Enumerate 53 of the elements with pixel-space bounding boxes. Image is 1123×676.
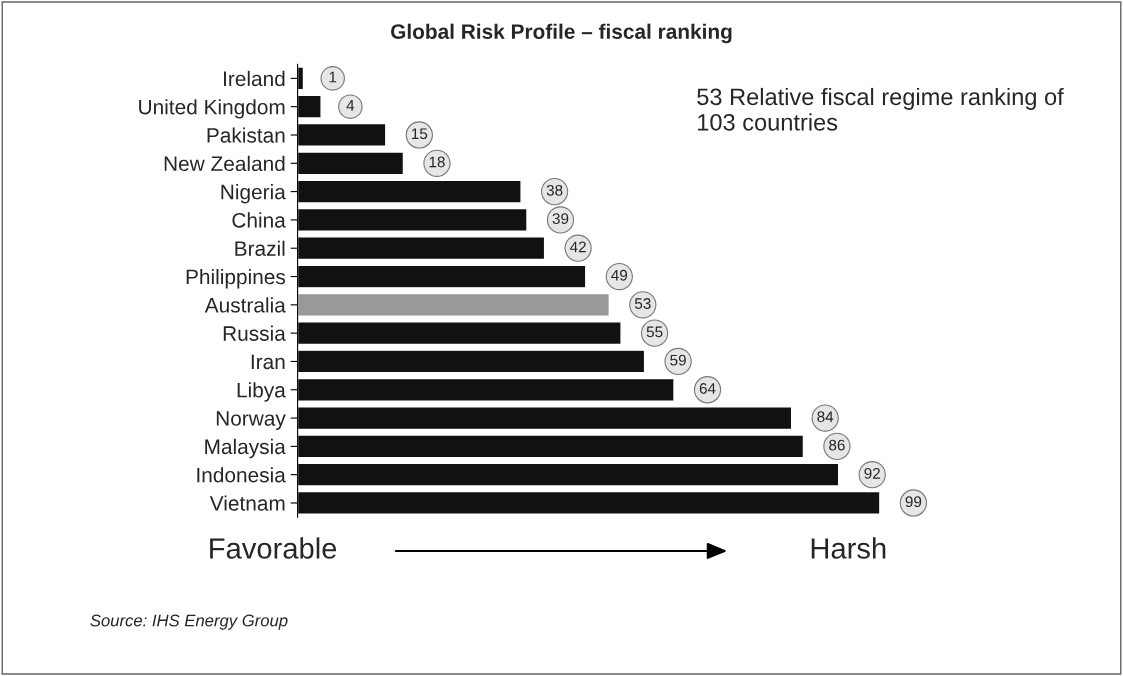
y-tick-label: Brazil: [235, 240, 285, 256]
text: Favorable: [210, 537, 337, 559]
bar: [297, 94, 322, 119]
data-label: 1: [329, 71, 337, 83]
y-tick-label: Russia: [223, 325, 286, 341]
bar: [297, 236, 546, 261]
bar: [297, 179, 522, 204]
y-tick-label: Libya: [237, 382, 286, 402]
y-tick-label: Vietnam: [209, 495, 285, 511]
annotation: 53 Relative fiscal regime ranking of 103 countries: [697, 87, 1064, 131]
y-tick-label: Pakistan: [207, 127, 285, 143]
data-label: 64: [699, 383, 716, 394]
bar: [297, 349, 646, 374]
bar: [297, 321, 622, 346]
bar: [297, 462, 840, 487]
source-note: Source: IHS Energy Group: [90, 614, 288, 630]
y-tick-label: Norway: [216, 411, 286, 430]
data-label: 92: [864, 467, 880, 479]
bar: [297, 122, 387, 148]
data-label: 39: [552, 213, 569, 225]
bar: [297, 406, 793, 431]
y-tick-label: Philippines: [186, 268, 286, 289]
y-tick-label: United Kingdom: [139, 99, 285, 119]
chart-title: Global Risk Profile – fiscal ranking: [391, 23, 732, 44]
bar: [297, 264, 587, 289]
data-label: 38: [546, 184, 563, 196]
y-tick-label: Indonesia: [197, 467, 286, 483]
data-label: 84: [817, 411, 834, 423]
y-tick-label: Ireland: [224, 70, 285, 87]
data-label: 86: [829, 439, 845, 451]
data-label: 59: [670, 354, 686, 366]
text: Harsh: [811, 537, 886, 559]
bar: [297, 151, 405, 176]
y-tick-label: China: [232, 212, 286, 228]
data-label: 55: [646, 326, 663, 338]
bar: [297, 207, 528, 232]
data-label: 15: [411, 128, 428, 140]
data-label: 53: [634, 298, 651, 309]
y-tick-label: Malaysia: [205, 438, 286, 459]
bar: [297, 434, 805, 459]
bar: [297, 490, 881, 516]
y-tick-label: Nigeria: [221, 184, 286, 204]
y-tick-label: Australia: [204, 297, 286, 313]
bar: [297, 66, 305, 91]
y-tick-label: Iran: [251, 354, 285, 370]
data-label: 4: [346, 100, 355, 111]
data-label: 42: [569, 241, 586, 253]
data-label: 99: [905, 496, 922, 508]
y-tick-label: New Zealand: [164, 155, 285, 172]
bar: [297, 292, 611, 317]
bar: [297, 377, 675, 402]
data-label: 18: [429, 156, 445, 168]
data-label: 49: [611, 269, 628, 281]
